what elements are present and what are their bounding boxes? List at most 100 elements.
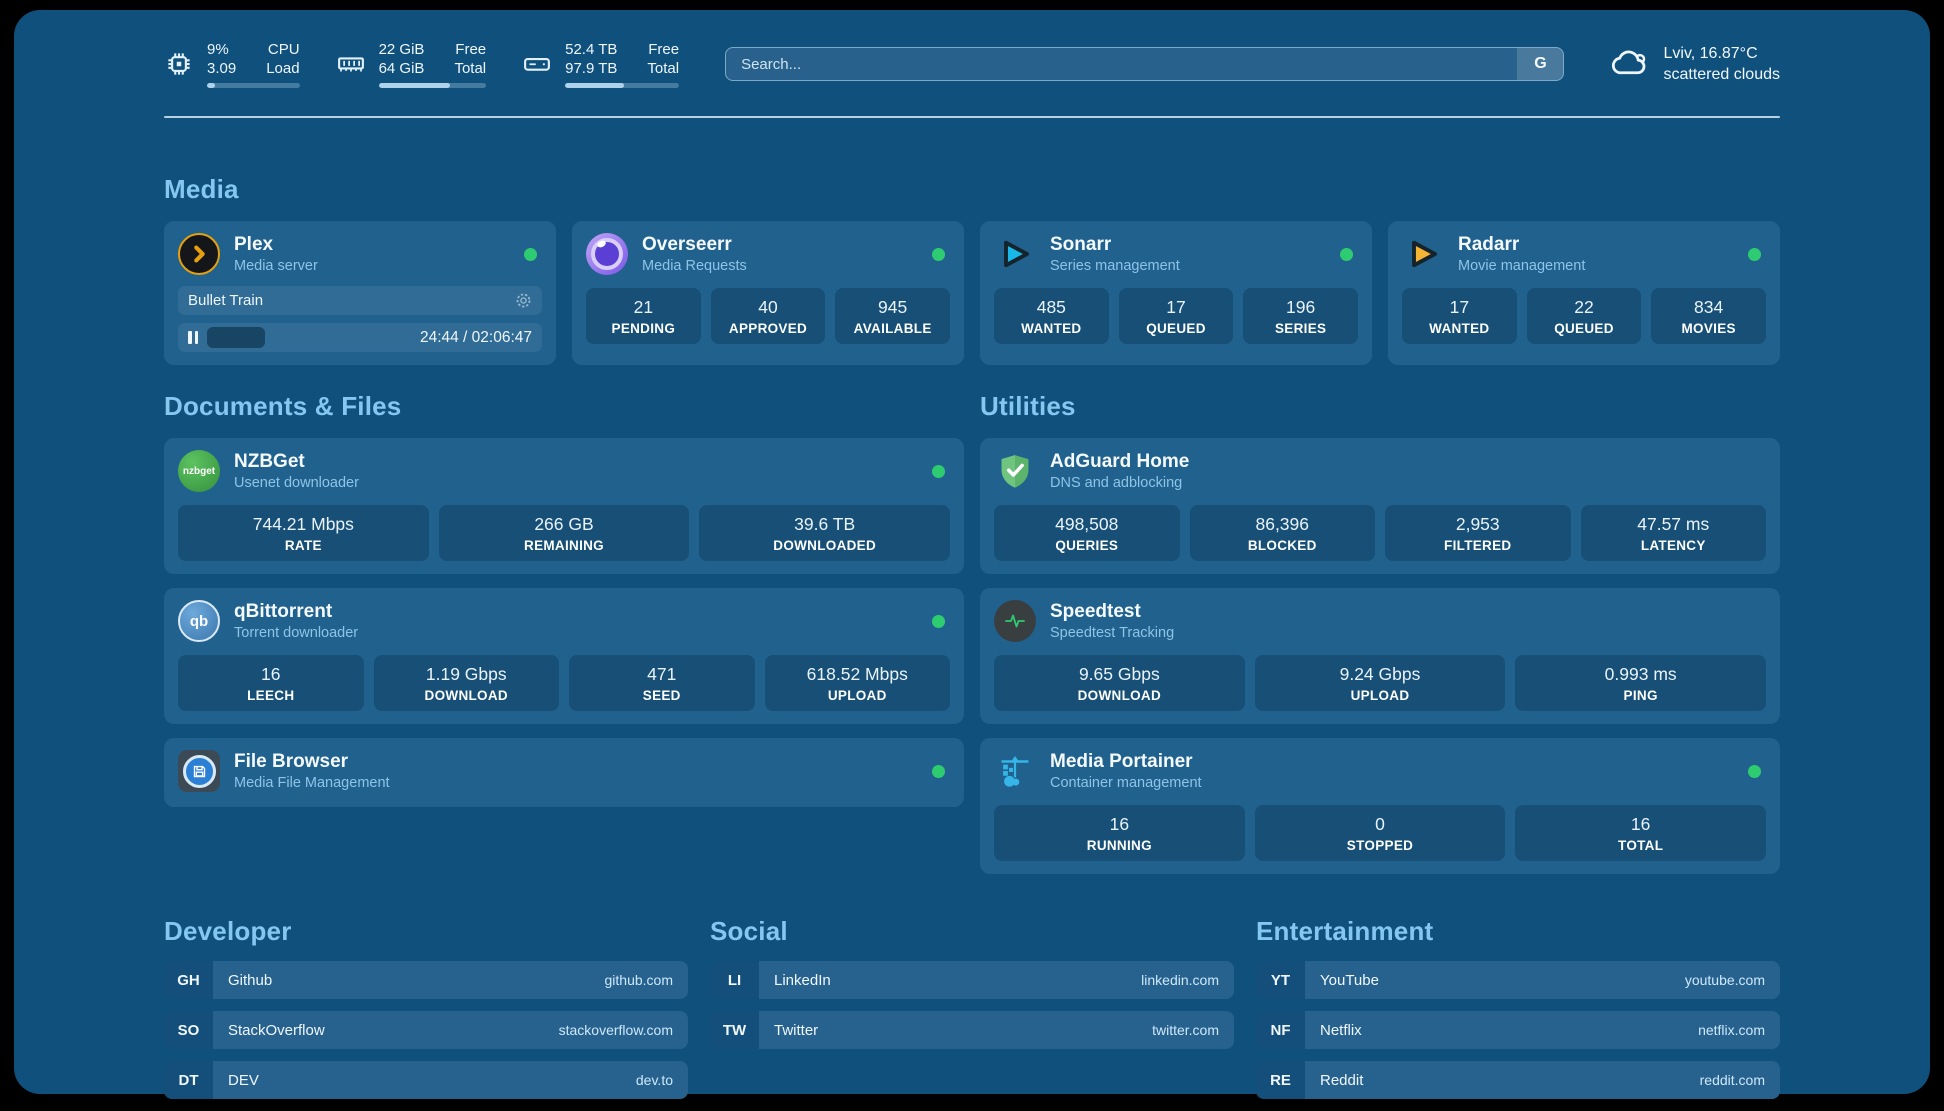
- weather-widget: Lviv, 16.87°C scattered clouds: [1610, 43, 1780, 85]
- system-stats: 9% 3.09 CPU Load: [164, 40, 679, 88]
- stat-tile-queued: 17 QUEUED: [1119, 288, 1234, 344]
- bookmark-group-social: Social LI LinkedIn linkedin.com TW Twitt…: [710, 874, 1234, 1111]
- memory-total-label: Total: [454, 59, 486, 78]
- stat-tile-download: 9.65 Gbps DOWNLOAD: [994, 655, 1245, 711]
- app-subtitle: Media server: [234, 258, 510, 274]
- bookmark-netflix[interactable]: NF Netflix netflix.com: [1256, 1011, 1780, 1049]
- app-title: Speedtest: [1050, 601, 1766, 623]
- memory-total-value: 64 GiB: [379, 59, 425, 78]
- bookmark-name: Github: [228, 972, 272, 989]
- app-title: Plex: [234, 234, 510, 256]
- cpu-stat: 9% 3.09 CPU Load: [164, 40, 300, 88]
- cpu-load-label: Load: [266, 59, 299, 78]
- app-card-qbittorrent[interactable]: qb qBittorrent Torrent downloader 16 LEE…: [164, 588, 964, 724]
- search-input[interactable]: [725, 47, 1564, 81]
- app-title: Media Portainer: [1050, 751, 1734, 773]
- app-card-adguard[interactable]: AdGuard Home DNS and adblocking 498,508 …: [980, 438, 1780, 574]
- app-card-filebrowser[interactable]: File Browser Media File Management: [164, 738, 964, 807]
- bookmark-abbr: RE: [1256, 1061, 1305, 1099]
- app-subtitle: Media Requests: [642, 258, 918, 274]
- stat-tile-stopped: 0 STOPPED: [1255, 805, 1506, 861]
- section-title-entertainment: Entertainment: [1256, 916, 1780, 947]
- stat-tile-rate: 744.21 Mbps RATE: [178, 505, 429, 561]
- stat-tile-pending: 21 PENDING: [586, 288, 701, 344]
- app-card-portainer[interactable]: Media Portainer Container management 16 …: [980, 738, 1780, 874]
- app-card-radarr[interactable]: Radarr Movie management 17 WANTED 22 QUE…: [1388, 221, 1780, 365]
- pause-button[interactable]: [188, 331, 198, 344]
- bookmark-reddit[interactable]: RE Reddit reddit.com: [1256, 1061, 1780, 1099]
- bookmark-linkedin[interactable]: LI LinkedIn linkedin.com: [710, 961, 1234, 999]
- storage-progress-bar: [565, 83, 679, 88]
- stat-tile-series: 196 SERIES: [1243, 288, 1358, 344]
- storage-free-value: 52.4 TB: [565, 40, 617, 59]
- app-card-overseerr[interactable]: Overseerr Media Requests 21 PENDING 40 A…: [572, 221, 964, 365]
- adguard-logo-icon: [994, 450, 1036, 492]
- bookmark-abbr: NF: [1256, 1011, 1305, 1049]
- dashboard: 9% 3.09 CPU Load: [14, 10, 1930, 1094]
- bookmark-url: twitter.com: [1152, 1022, 1219, 1038]
- memory-free-label: Free: [454, 40, 486, 59]
- cpu-icon: [164, 49, 194, 79]
- bookmark-twitter[interactable]: TW Twitter twitter.com: [710, 1011, 1234, 1049]
- app-subtitle: DNS and adblocking: [1050, 475, 1766, 491]
- plex-logo-icon: [178, 233, 220, 275]
- memory-progress-bar: [379, 83, 487, 88]
- bookmark-github[interactable]: GH Github github.com: [164, 961, 688, 999]
- app-subtitle: Movie management: [1458, 258, 1734, 274]
- app-title: Sonarr: [1050, 234, 1326, 256]
- stat-tile-queries: 498,508 QUERIES: [994, 505, 1180, 561]
- stat-tile-latency: 47.57 ms LATENCY: [1581, 505, 1767, 561]
- app-card-sonarr[interactable]: Sonarr Series management 485 WANTED 17 Q…: [980, 221, 1372, 365]
- stat-tile-blocked: 86,396 BLOCKED: [1190, 505, 1376, 561]
- cloud-icon: [1610, 45, 1650, 84]
- status-online-dot: [1340, 248, 1353, 261]
- section-title-utilities: Utilities: [980, 391, 1780, 422]
- bookmark-abbr: GH: [164, 961, 213, 999]
- bookmark-name: LinkedIn: [774, 972, 831, 989]
- now-playing-row: Bullet Train: [178, 286, 542, 315]
- qbittorrent-logo-icon: qb: [178, 600, 220, 642]
- app-subtitle: Series management: [1050, 258, 1326, 274]
- bookmark-url: netflix.com: [1698, 1022, 1765, 1038]
- stat-tile-ping: 0.993 ms PING: [1515, 655, 1766, 711]
- bookmark-abbr: YT: [1256, 961, 1305, 999]
- bookmark-dev[interactable]: DT DEV dev.to: [164, 1061, 688, 1099]
- search-engine-button[interactable]: G: [1517, 48, 1563, 80]
- bookmark-name: DEV: [228, 1072, 259, 1089]
- bookmark-name: Netflix: [1320, 1022, 1362, 1039]
- app-subtitle: Speedtest Tracking: [1050, 625, 1766, 641]
- memory-icon: [336, 49, 366, 79]
- bookmark-group-developer: Developer GH Github github.com SO StackO…: [164, 874, 688, 1111]
- bookmark-url: dev.to: [636, 1072, 673, 1088]
- bookmark-stackoverflow[interactable]: SO StackOverflow stackoverflow.com: [164, 1011, 688, 1049]
- radarr-logo-icon: [1402, 233, 1444, 275]
- speedtest-logo-icon: [994, 600, 1036, 642]
- playback-time: 24:44 / 02:06:47: [420, 329, 532, 347]
- app-card-nzbget[interactable]: nzbget NZBGet Usenet downloader 744.21 M…: [164, 438, 964, 574]
- status-online-dot: [932, 765, 945, 778]
- playback-progress-row: 24:44 / 02:06:47: [178, 323, 542, 352]
- status-online-dot: [524, 248, 537, 261]
- stat-tile-upload: 618.52 Mbps UPLOAD: [765, 655, 951, 711]
- cog-icon[interactable]: [515, 292, 532, 309]
- stat-tile-queued: 22 QUEUED: [1527, 288, 1642, 344]
- stat-tile-remaining: 266 GB REMAINING: [439, 505, 690, 561]
- cpu-label: CPU: [266, 40, 299, 59]
- status-online-dot: [1748, 765, 1761, 778]
- app-card-plex[interactable]: Plex Media server Bullet Train 24:4: [164, 221, 556, 365]
- bookmark-abbr: DT: [164, 1061, 213, 1099]
- sonarr-logo-icon: [994, 233, 1036, 275]
- stat-tile-leech: 16 LEECH: [178, 655, 364, 711]
- app-card-speedtest[interactable]: Speedtest Speedtest Tracking 9.65 Gbps D…: [980, 588, 1780, 724]
- section-title-documents: Documents & Files: [164, 391, 964, 422]
- status-online-dot: [1748, 248, 1761, 261]
- playback-progress-fill: [207, 327, 265, 348]
- bookmark-youtube[interactable]: YT YouTube youtube.com: [1256, 961, 1780, 999]
- app-title: Overseerr: [642, 234, 918, 256]
- app-title: Radarr: [1458, 234, 1734, 256]
- storage-total-value: 97.9 TB: [565, 59, 617, 78]
- app-title: NZBGet: [234, 451, 918, 473]
- section-title-developer: Developer: [164, 916, 688, 947]
- section-title-media: Media: [164, 174, 1780, 205]
- portainer-logo-icon: [994, 750, 1036, 792]
